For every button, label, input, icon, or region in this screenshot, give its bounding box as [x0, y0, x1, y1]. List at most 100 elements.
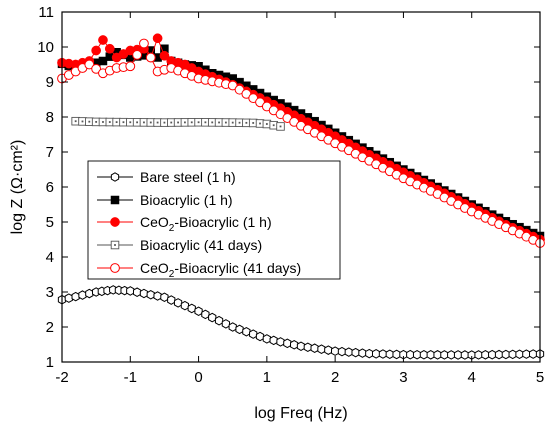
data-point: [152, 33, 163, 44]
y-axis-title: log Z (Ω·cm²): [9, 140, 26, 235]
data-point: [522, 349, 531, 359]
series-4: [57, 38, 545, 248]
x-axis-title: log Freq (Hz): [254, 405, 347, 422]
data-point: [242, 326, 251, 337]
data-point: [515, 349, 524, 360]
y-tick-label: 7: [46, 144, 54, 161]
data-point: [317, 344, 326, 354]
data-point: [331, 346, 340, 356]
data-point: [173, 298, 183, 308]
data-point: [132, 287, 142, 297]
legend-item: Bioacrylic (41 days): [97, 237, 262, 253]
data-point: [412, 349, 422, 360]
y-tick-label: 6: [46, 179, 54, 196]
data-point: [159, 50, 170, 61]
data-point: [91, 45, 101, 56]
data-point: [228, 322, 237, 332]
series-0: [57, 285, 545, 360]
legend-item: CeO2-Bioacrylic (41 days): [97, 260, 301, 280]
data-point: [385, 349, 394, 360]
data-point: [146, 289, 155, 300]
data-point: [365, 348, 374, 359]
legend-item: Bare steel (1 h): [97, 169, 236, 185]
data-point: [474, 350, 483, 360]
data-point: [85, 288, 94, 299]
y-tick-label: 1: [46, 354, 54, 371]
legend: Bare steel (1 h) Bioacrylic (1 h) CeO2-Bio…: [87, 160, 341, 280]
legend-item: CeO2-Bioacrylic (1 h): [97, 214, 272, 234]
data-point: [406, 349, 415, 360]
legend-marker: [110, 172, 120, 182]
data-point: [132, 49, 143, 60]
data-point: [283, 338, 292, 349]
data-point: [145, 52, 156, 63]
data-point: [378, 349, 388, 359]
y-tick-label: 9: [46, 74, 54, 91]
legend-label: Bare steel (1 h): [140, 169, 236, 185]
data-point: [201, 309, 210, 320]
legend-label: CeO2-Bioacrylic (41 days): [140, 260, 301, 280]
data-point: [392, 349, 401, 360]
data-point: [126, 286, 135, 296]
data-point: [187, 303, 196, 314]
data-point: [440, 350, 449, 360]
data-point: [433, 350, 442, 360]
y-tick-label: 5: [46, 214, 54, 231]
data-point: [64, 293, 73, 303]
data-point: [344, 347, 353, 357]
legend-marker: [110, 195, 120, 205]
data-point: [453, 350, 463, 360]
legend-marker: [110, 263, 120, 273]
data-point: [426, 350, 435, 360]
data-point: [160, 292, 169, 303]
data-point: [104, 43, 115, 54]
data-point: [488, 349, 497, 360]
data-point: [419, 349, 429, 360]
legend-label: Bioacrylic (1 h): [140, 192, 233, 208]
y-tick-label: 11: [38, 4, 54, 21]
data-point: [447, 350, 456, 360]
data-point: [371, 349, 381, 359]
series-layer: [57, 33, 545, 360]
data-point: [91, 63, 102, 74]
y-tick-label: 2: [46, 319, 54, 336]
data-point: [529, 349, 538, 359]
data-point: [208, 312, 217, 323]
data-point: [194, 306, 203, 317]
data-point: [358, 348, 367, 358]
data-point: [153, 291, 162, 301]
data-point: [249, 329, 258, 339]
data-point: [221, 319, 231, 329]
data-point: [214, 315, 224, 326]
data-point: [71, 291, 80, 302]
x-tick-label: 4: [468, 369, 476, 386]
data-point: [310, 343, 319, 353]
data-point: [139, 38, 149, 49]
data-point: [494, 349, 504, 360]
data-point: [290, 340, 299, 350]
data-point: [296, 341, 306, 352]
data-point: [508, 349, 517, 360]
data-point: [501, 349, 510, 360]
data-point: [324, 345, 333, 355]
y-tick-label: 3: [46, 284, 54, 301]
data-point: [78, 290, 87, 300]
x-tick-label: 1: [263, 369, 271, 386]
series-3: [71, 116, 285, 131]
legend-marker: [110, 240, 120, 250]
data-point: [180, 300, 190, 311]
legend-item: Bioacrylic (1 h): [97, 192, 233, 208]
legend-label: Bioacrylic (41 days): [140, 237, 262, 253]
data-point: [481, 350, 490, 360]
legend-label: CeO2-Bioacrylic (1 h): [140, 214, 272, 234]
data-point: [276, 337, 285, 347]
x-tick-label: 5: [536, 369, 544, 386]
data-point: [351, 347, 360, 358]
data-point: [255, 331, 265, 342]
ticks-layer: -2 -1 0 1 2 3 4 5 1 2 3 4 5 6 7 8 9 10 11: [37, 4, 544, 386]
legend-box: [87, 160, 341, 280]
data-point: [337, 346, 347, 357]
data-point: [276, 122, 285, 131]
x-tick-label: -1: [124, 369, 137, 386]
